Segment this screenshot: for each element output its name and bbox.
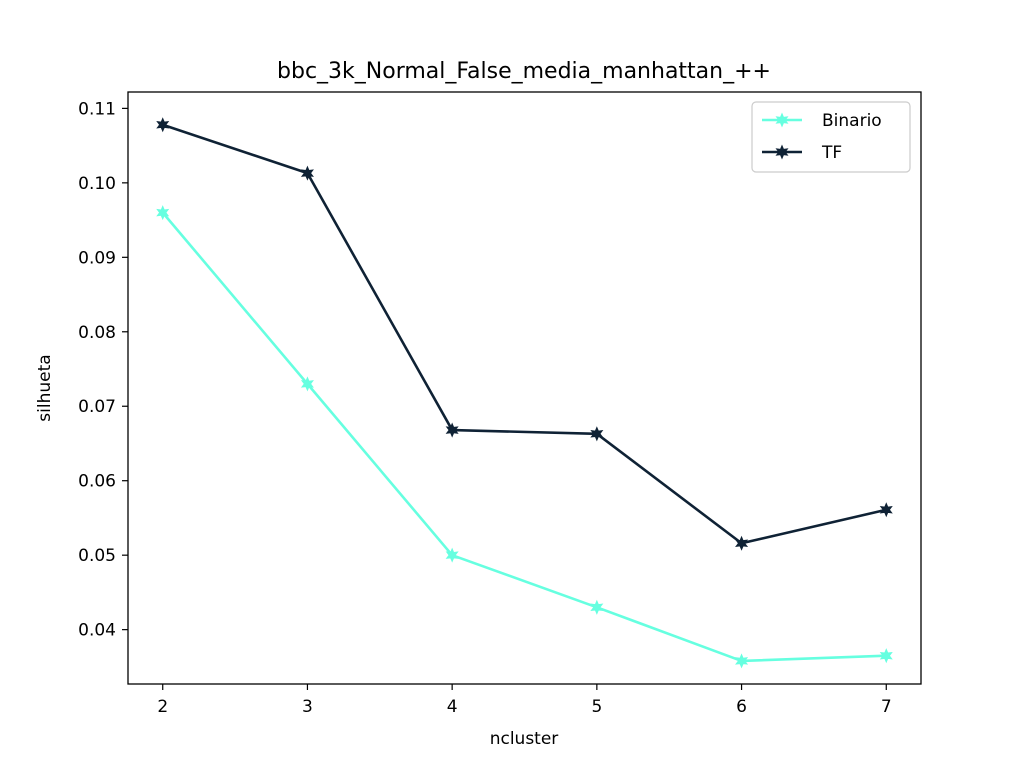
data-point xyxy=(735,653,749,669)
data-point xyxy=(445,422,459,438)
data-point xyxy=(300,376,314,392)
data-point xyxy=(590,426,604,442)
series-line-tf xyxy=(162,123,887,545)
x-tick-label: 6 xyxy=(736,697,747,717)
y-tick-label: 0.04 xyxy=(78,621,116,641)
data-point xyxy=(879,502,893,518)
y-tick-label: 0.10 xyxy=(78,174,116,194)
axes-frame xyxy=(127,91,922,685)
y-tick-label: 0.09 xyxy=(78,248,116,268)
y-tick-label: 0.11 xyxy=(78,99,116,119)
x-tick-label: 5 xyxy=(591,697,602,717)
series-tf xyxy=(156,117,893,551)
chart-title: bbc_3k_Normal_False_media_manhattan_++ xyxy=(277,59,771,84)
data-point xyxy=(156,117,170,133)
y-tick-label: 0.05 xyxy=(78,546,116,566)
x-tick-label: 2 xyxy=(157,697,168,717)
legend-swatch-marker xyxy=(775,144,789,160)
legend-swatch-marker xyxy=(775,112,789,128)
legend-entry-binario: Binario xyxy=(762,111,882,131)
y-tick-label: 0.06 xyxy=(78,472,116,492)
series-binario xyxy=(156,205,893,669)
y-axis-label: silhueta xyxy=(35,354,55,421)
x-axis-label: ncluster xyxy=(490,729,559,749)
legend-entry-tf: TF xyxy=(762,143,842,163)
data-point xyxy=(445,547,459,563)
series-line-binario xyxy=(161,211,887,663)
x-tick-label: 7 xyxy=(881,697,892,717)
x-axis: 2 3 4 5 6 7 xyxy=(157,684,892,717)
data-point xyxy=(879,648,893,664)
data-point xyxy=(590,599,604,615)
legend-label: Binario xyxy=(822,111,882,131)
data-point xyxy=(300,165,314,181)
y-tick-label: 0.07 xyxy=(78,397,116,417)
legend: Binario TF xyxy=(751,101,911,173)
plot-area xyxy=(156,117,893,669)
legend-label: TF xyxy=(821,143,842,163)
y-tick-label: 0.08 xyxy=(78,323,116,343)
data-point xyxy=(735,535,749,551)
y-axis: 0.04 0.05 0.06 0.07 0.08 0.09 0.10 0.11 xyxy=(78,99,128,641)
x-tick-label: 3 xyxy=(302,697,313,717)
data-point xyxy=(156,205,170,221)
x-tick-label: 4 xyxy=(447,697,458,717)
